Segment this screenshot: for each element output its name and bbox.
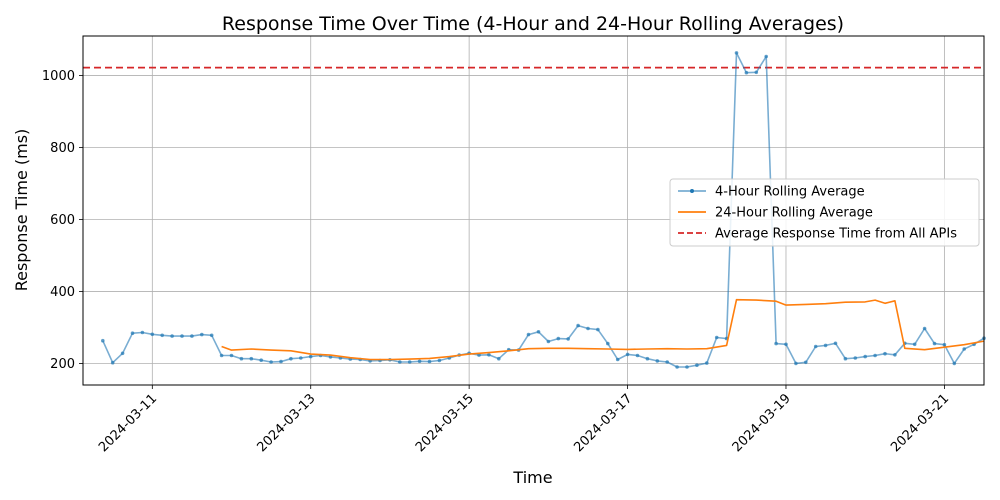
data-point: [150, 332, 155, 337]
legend-label: 4-Hour Rolling Average: [715, 185, 865, 200]
data-point: [843, 356, 848, 361]
data-point: [170, 334, 174, 338]
data-point: [764, 54, 768, 59]
data-point: [635, 353, 640, 358]
data-point: [804, 360, 808, 365]
data-point: [427, 359, 432, 364]
y-tick-label: 400: [50, 285, 75, 300]
data-point: [883, 351, 887, 356]
legend-label: 24-Hour Rolling Average: [715, 206, 873, 221]
data-point: [437, 358, 442, 363]
data-point: [774, 341, 778, 346]
data-point: [586, 326, 590, 331]
data-point: [417, 359, 422, 364]
data-point: [398, 360, 402, 364]
data-point: [665, 360, 669, 364]
data-point: [952, 361, 957, 366]
data-point: [229, 353, 234, 358]
data-point: [180, 334, 184, 338]
data-point: [576, 323, 580, 328]
y-tick-label: 200: [50, 357, 75, 372]
y-tick-label: 800: [50, 141, 75, 156]
data-point: [546, 339, 551, 344]
data-point: [536, 330, 541, 334]
legend-box: [669, 178, 980, 247]
data-point: [259, 358, 264, 363]
data-point: [279, 359, 283, 364]
data-point: [942, 342, 947, 347]
data-point: [249, 356, 254, 361]
data-point: [299, 356, 303, 360]
data-point: [596, 327, 600, 332]
data-point: [120, 351, 125, 356]
data-point: [932, 341, 937, 346]
data-point: [160, 333, 164, 338]
legend-marker: [690, 189, 694, 193]
y-axis-title: Response Time (ms): [12, 129, 31, 292]
data-point: [130, 331, 135, 336]
data-point: [239, 356, 244, 361]
data-point: [863, 354, 867, 359]
data-point: [407, 360, 412, 364]
data-point: [705, 361, 709, 365]
data-point: [606, 341, 610, 346]
data-point: [675, 365, 679, 369]
x-axis-title: Time: [512, 468, 552, 487]
data-point: [794, 361, 798, 366]
data-point: [754, 70, 759, 75]
data-point: [497, 356, 501, 361]
data-point: [784, 342, 788, 347]
data-point: [209, 333, 214, 338]
data-point: [615, 357, 620, 362]
legend-label: Average Response Time from All APIs: [715, 227, 957, 242]
data-point: [190, 334, 194, 338]
data-point: [566, 337, 570, 341]
plot-frame: [82, 35, 985, 386]
data-point: [219, 353, 224, 358]
data-point: [813, 344, 818, 349]
series-layer: [101, 51, 986, 369]
data-point: [269, 360, 273, 364]
data-point: [823, 343, 828, 348]
data-point: [833, 341, 838, 346]
data-point: [695, 363, 699, 368]
data-point: [853, 356, 858, 360]
data-point: [962, 347, 966, 351]
data-point: [922, 326, 927, 331]
y-tick-label: 1000: [42, 69, 75, 84]
data-point: [912, 342, 917, 347]
data-point: [893, 353, 897, 357]
y-tick-label: 600: [50, 213, 75, 228]
data-point: [645, 356, 650, 361]
legend: 4-Hour Rolling Average 24-Hour Rolling Av…: [669, 178, 980, 247]
data-point: [101, 338, 105, 343]
data-point: [556, 336, 561, 341]
data-point: [526, 332, 531, 337]
data-point: [655, 359, 660, 363]
data-point: [744, 70, 749, 75]
data-point: [289, 356, 293, 361]
data-point: [625, 352, 630, 357]
series-line-2: [221, 298, 985, 361]
data-point: [734, 51, 739, 55]
data-point: [140, 330, 145, 335]
chart-title: Response Time Over Time (4-Hour and 24-H…: [222, 13, 844, 35]
data-point: [110, 360, 115, 365]
data-point: [308, 354, 313, 359]
data-point: [873, 353, 877, 358]
data-point: [487, 353, 491, 357]
y-axis-ticks: 200 400 600 800 1000: [42, 69, 83, 372]
data-point: [714, 335, 719, 340]
data-point: [200, 332, 204, 337]
data-point: [685, 365, 689, 369]
